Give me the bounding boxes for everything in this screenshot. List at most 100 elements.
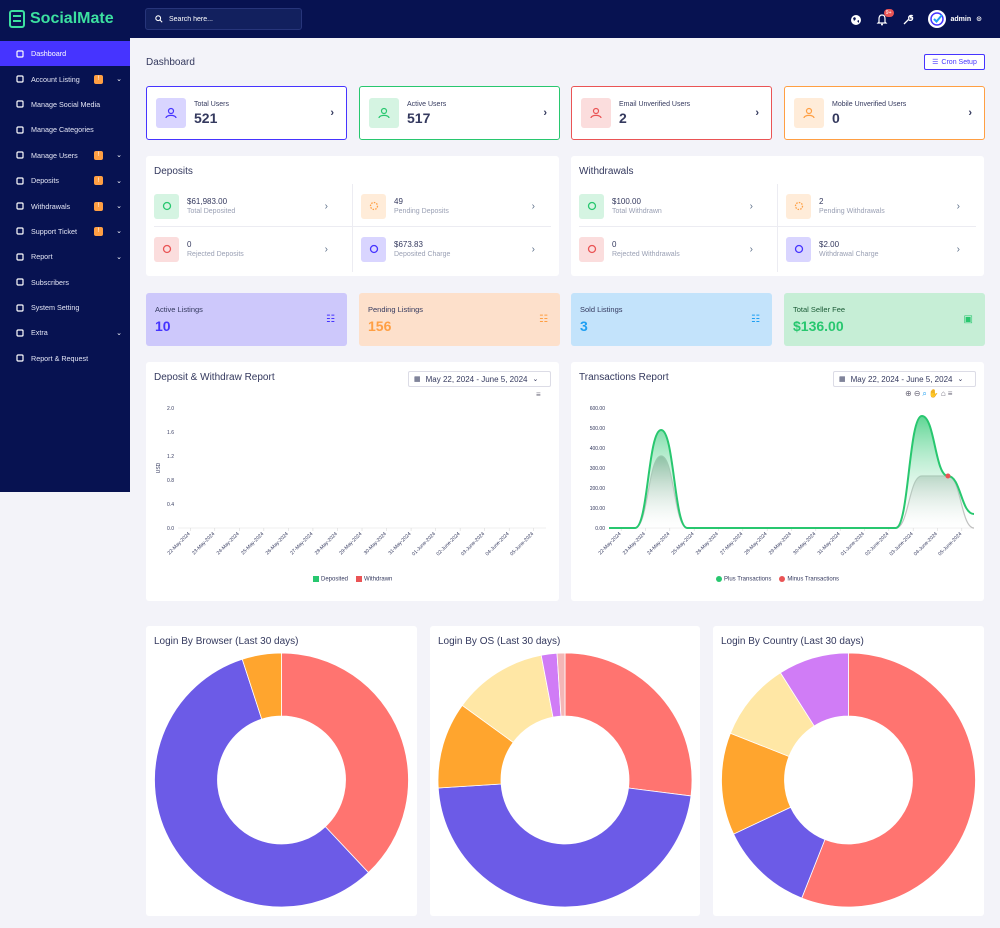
chevron-down-icon: ⌄ (116, 329, 122, 337)
pan-hand-icon[interactable]: ✋ (928, 389, 939, 398)
donut-slice[interactable] (437, 783, 692, 908)
user-menu[interactable]: admin ⊙ (927, 10, 982, 28)
wrench-icon[interactable] (902, 13, 914, 25)
chevron-down-icon: ⌄ (116, 228, 122, 236)
server-icon (16, 329, 24, 337)
sidebar-item-withdrawals[interactable]: Withdrawals ! ⌄ (0, 193, 130, 218)
menu-icon[interactable]: ≡ (536, 390, 541, 399)
stat-card-active-users[interactable]: Active Users 517 › (359, 86, 560, 140)
withdrawals-item-withdrawal-charge[interactable]: $2.00 Withdrawal Charge › (778, 229, 968, 269)
users-icon (794, 98, 824, 128)
users-icon (16, 151, 24, 159)
calendar-icon: ▦ (414, 376, 421, 383)
x-tick-label: 27-May-2024 (719, 531, 744, 556)
sidebar-item-deposits[interactable]: Deposits ! ⌄ (0, 168, 130, 193)
item-label: Rejected Deposits (187, 251, 244, 258)
donut-slice[interactable] (779, 652, 849, 727)
stat-icon (786, 193, 811, 219)
item-value: $673.83 (394, 240, 423, 249)
sidebar-item-subscribers[interactable]: Subscribers (0, 270, 130, 295)
sidebar-item-extra[interactable]: Extra ⌄ (0, 320, 130, 345)
withdrawals-item-rejected-withdrawals[interactable]: 0 Rejected Withdrawals › (571, 229, 761, 269)
x-tick-label: 28-May-2024 (744, 531, 769, 556)
zoom-out-icon[interactable]: ⊖ (913, 389, 921, 398)
magnify-icon[interactable]: ⌕ (922, 389, 927, 398)
withdrawals-item-pending-withdrawals[interactable]: 2 Pending Withdrawals › (778, 186, 968, 226)
home-reset-icon[interactable]: ⌂ (940, 389, 946, 398)
y-tick-label: 300.00 (590, 466, 606, 472)
y-axis-label: USD (156, 462, 162, 473)
list-icon: ☰ (932, 59, 939, 66)
donut-slice[interactable] (801, 652, 976, 908)
item-label: Rejected Withdrawals (612, 251, 680, 258)
deposits-item-rejected-deposits[interactable]: 0 Rejected Deposits › (146, 229, 336, 269)
donut-slice[interactable] (564, 652, 693, 797)
listing-card-total-seller-fee[interactable]: Total Seller Fee $136.00 ▣ (784, 293, 985, 346)
withdrawals-item-total-withdrawn[interactable]: $100.00 Total Withdrawn › (571, 186, 761, 226)
home-icon (16, 50, 24, 58)
y-tick-label: 500.00 (590, 426, 606, 432)
x-tick-label: 04-June-2024 (485, 531, 511, 557)
donut-slice[interactable] (556, 652, 566, 717)
data-point-marker[interactable] (945, 473, 951, 479)
sidebar-item-report-request[interactable]: Report & Request (0, 346, 130, 371)
stat-icon (154, 193, 179, 219)
deposits-item-total-deposited[interactable]: $61,983.00 Total Deposited › (146, 186, 336, 226)
deposits-panel: Deposits $61,983.00 Total Deposited › 49… (146, 156, 559, 276)
x-tick-label: 22-May-2024 (167, 531, 192, 556)
menu-icon[interactable]: ≡ (947, 389, 953, 398)
chevron-right-icon: › (956, 200, 960, 212)
sidebar-item-dashboard[interactable]: Dashboard (0, 41, 130, 67)
chevron-right-icon: › (543, 107, 547, 119)
stat-card-total-users[interactable]: Total Users 521 › (146, 86, 347, 140)
item-value: 0 (612, 240, 617, 249)
date-range-picker[interactable]: ▦ May 22, 2024 - June 5, 2024 ⌄ (833, 371, 976, 387)
sidebar-item-label: Support Ticket (31, 226, 77, 236)
line-plus-transactions[interactable] (609, 414, 975, 529)
x-tick-label: 26-May-2024 (695, 531, 720, 556)
donut-slice[interactable] (281, 652, 409, 874)
list-icon: ☷ (539, 314, 548, 325)
user-name: admin (950, 15, 972, 23)
x-tick-label: 04-June-2024 (913, 531, 939, 557)
stat-icon (786, 236, 811, 262)
sidebar-item-manage-social-media[interactable]: Manage Social Media (0, 92, 130, 117)
x-tick-label: 01-June-2024 (411, 531, 437, 557)
search-box[interactable] (145, 8, 302, 30)
sidebar-item-account-listing[interactable]: Account Listing ! ⌄ (0, 66, 130, 91)
sidebar-item-system-setting[interactable]: System Setting (0, 295, 130, 320)
sidebar-item-manage-categories[interactable]: Manage Categories (0, 117, 130, 142)
item-label: Pending Deposits (394, 208, 449, 215)
bug-icon (16, 354, 24, 362)
sidebar-item-support-ticket[interactable]: Support Ticket ! ⌄ (0, 219, 130, 244)
deposits-title: Deposits (154, 166, 193, 177)
chevron-right-icon: › (749, 200, 753, 212)
zoom-in-icon[interactable]: ⊕ (905, 389, 912, 398)
page-title: Dashboard (146, 57, 195, 68)
users-icon (156, 98, 186, 128)
sidebar-item-manage-users[interactable]: Manage Users ! ⌄ (0, 143, 130, 168)
sidebar-item-label: Report (31, 252, 53, 262)
listing-card-pending-listings[interactable]: Pending Listings 156 ☷ (359, 293, 560, 346)
stat-card-mobile-unverified-users[interactable]: Mobile Unverified Users 0 › (784, 86, 985, 140)
stat-card-email-unverified-users[interactable]: Email Unverified Users 2 › (571, 86, 772, 140)
date-range-text: May 22, 2024 - June 5, 2024 (850, 374, 953, 384)
deposits-item-deposited-charge[interactable]: $673.83 Deposited Charge › (353, 229, 543, 269)
legend-plus: Plus Transactions (724, 576, 772, 583)
deposit-withdraw-report: Deposit & Withdraw Report ▦ May 22, 2024… (146, 362, 559, 601)
sidebar-item-report[interactable]: Report ⌄ (0, 244, 130, 269)
listing-card-sold-listings[interactable]: Sold Listings 3 ☷ (571, 293, 772, 346)
search-input[interactable] (169, 15, 289, 23)
bell-icon[interactable]: 9+ (876, 9, 894, 26)
item-value: 0 (187, 240, 192, 249)
brand-logo[interactable]: SocialMate (0, 0, 130, 38)
stat-value: 521 (194, 109, 218, 126)
donut-slice[interactable] (154, 658, 370, 908)
chevron-right-icon: › (755, 107, 759, 119)
globe-icon[interactable] (850, 13, 862, 25)
donut-slice[interactable] (241, 652, 282, 720)
date-range-picker[interactable]: ▦ May 22, 2024 - June 5, 2024 ⌄ (408, 371, 551, 387)
listing-card-active-listings[interactable]: Active Listings 10 ☷ (146, 293, 347, 346)
deposits-item-pending-deposits[interactable]: 49 Pending Deposits › (353, 186, 543, 226)
cron-setup-button[interactable]: ☰ Cron Setup (924, 54, 985, 70)
